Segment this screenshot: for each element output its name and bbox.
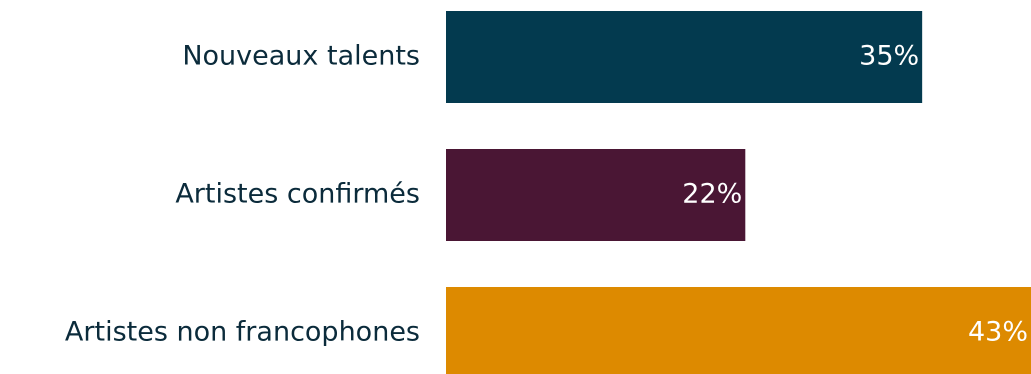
category-label-1: Artistes confirmés — [175, 179, 420, 210]
value-label-2: 43% — [968, 317, 1028, 348]
bars-group — [446, 11, 1031, 374]
value-label-0: 35% — [859, 41, 919, 72]
bar-0 — [446, 11, 923, 103]
category-label-2: Artistes non francophones — [65, 317, 420, 348]
value-labels-group: 35% 22% 43% — [682, 41, 1028, 348]
value-label-1: 22% — [682, 179, 742, 210]
bar-2 — [446, 287, 1031, 374]
category-labels-group: Nouveaux talents Artistes confirmés Artist… — [65, 41, 420, 348]
bar-1 — [446, 149, 746, 241]
category-label-0: Nouveaux talents — [182, 41, 420, 72]
